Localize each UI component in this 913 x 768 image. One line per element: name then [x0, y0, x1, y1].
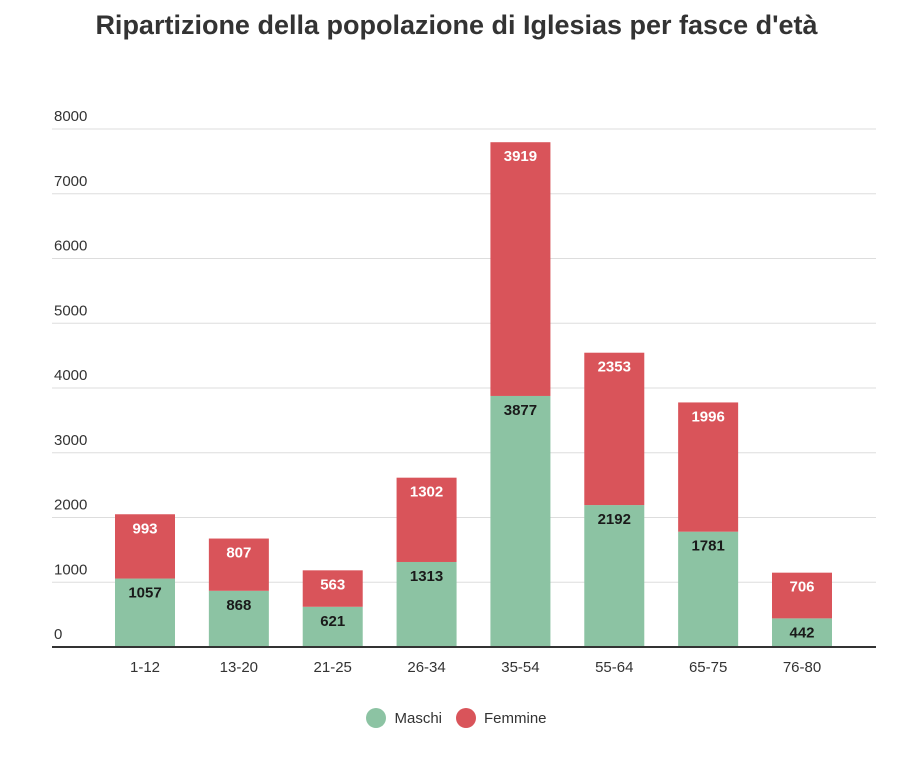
legend-swatch-femmine	[456, 708, 476, 728]
y-tick-label: 6000	[54, 238, 87, 255]
data-label-femmine: 993	[132, 520, 157, 537]
data-label-maschi: 3877	[504, 402, 537, 419]
x-tick-label: 21-25	[314, 659, 352, 676]
bar-femmine-1-12	[115, 514, 175, 579]
y-tick-label: 1000	[54, 561, 87, 578]
data-label-maschi: 621	[320, 613, 345, 630]
bar-femmine-21-25	[302, 570, 363, 607]
y-tick-label: 3000	[54, 432, 87, 449]
y-tick-label: 5000	[54, 302, 87, 319]
legend-swatch-maschi	[366, 708, 387, 728]
bar-femmine-26-34	[396, 477, 457, 562]
y-tick-label: 7000	[54, 173, 87, 190]
x-tick-label: 55-64	[595, 659, 633, 676]
bar-maschi-1-12	[115, 578, 175, 647]
data-label-maschi: 1313	[410, 568, 443, 585]
x-tick-label: 65-75	[689, 659, 727, 676]
y-tick-label: 4000	[54, 367, 87, 384]
data-label-maschi: 2192	[598, 511, 631, 528]
x-tick-label: 1-12	[130, 659, 160, 676]
legend-item-maschi[interactable]: Maschi	[366, 708, 442, 728]
data-label-femmine: 1996	[691, 408, 724, 425]
bar-femmine-65-75	[678, 402, 739, 532]
data-label-maschi: 1057	[128, 585, 161, 602]
bar-maschi-26-34	[396, 561, 457, 647]
y-tick-label: 2000	[54, 497, 87, 514]
bar-maschi-65-75	[678, 531, 739, 647]
data-label-femmine: 1302	[410, 484, 443, 501]
bar-maschi-55-64	[584, 505, 645, 647]
chart-title: Ripartizione della popolazione di Iglesi…	[95, 10, 818, 40]
x-tick-label: 13-20	[220, 659, 258, 676]
x-tick-label: 26-34	[407, 659, 445, 676]
bar-femmine-76-80	[772, 572, 832, 619]
data-label-maschi: 442	[789, 624, 814, 641]
data-label-maschi: 868	[226, 597, 251, 614]
bar-maschi-35-54	[490, 395, 551, 647]
x-tick-label: 35-54	[501, 659, 539, 676]
legend-item-femmine[interactable]: Femmine	[456, 708, 547, 728]
bar-femmine-55-64	[584, 352, 645, 506]
bar-maschi-13-20	[208, 590, 269, 647]
bar-maschi-76-80	[772, 618, 832, 647]
data-label-femmine: 563	[320, 576, 345, 593]
data-label-femmine: 807	[226, 545, 251, 562]
data-label-femmine: 706	[789, 579, 814, 596]
legend-label-maschi: Maschi	[394, 709, 442, 727]
bar-maschi-21-25	[302, 606, 363, 647]
data-label-femmine: 2353	[598, 359, 631, 376]
legend: Maschi Femmine	[0, 708, 913, 728]
x-tick-label: 76-80	[783, 659, 821, 676]
y-tick-label: 8000	[54, 108, 87, 125]
bar-femmine-13-20	[208, 538, 269, 591]
legend-label-femmine: Femmine	[484, 709, 547, 727]
data-label-femmine: 3919	[504, 148, 537, 165]
y-tick-label: 0	[54, 626, 62, 643]
bar-femmine-35-54	[490, 142, 551, 396]
data-label-maschi: 1781	[691, 538, 724, 555]
